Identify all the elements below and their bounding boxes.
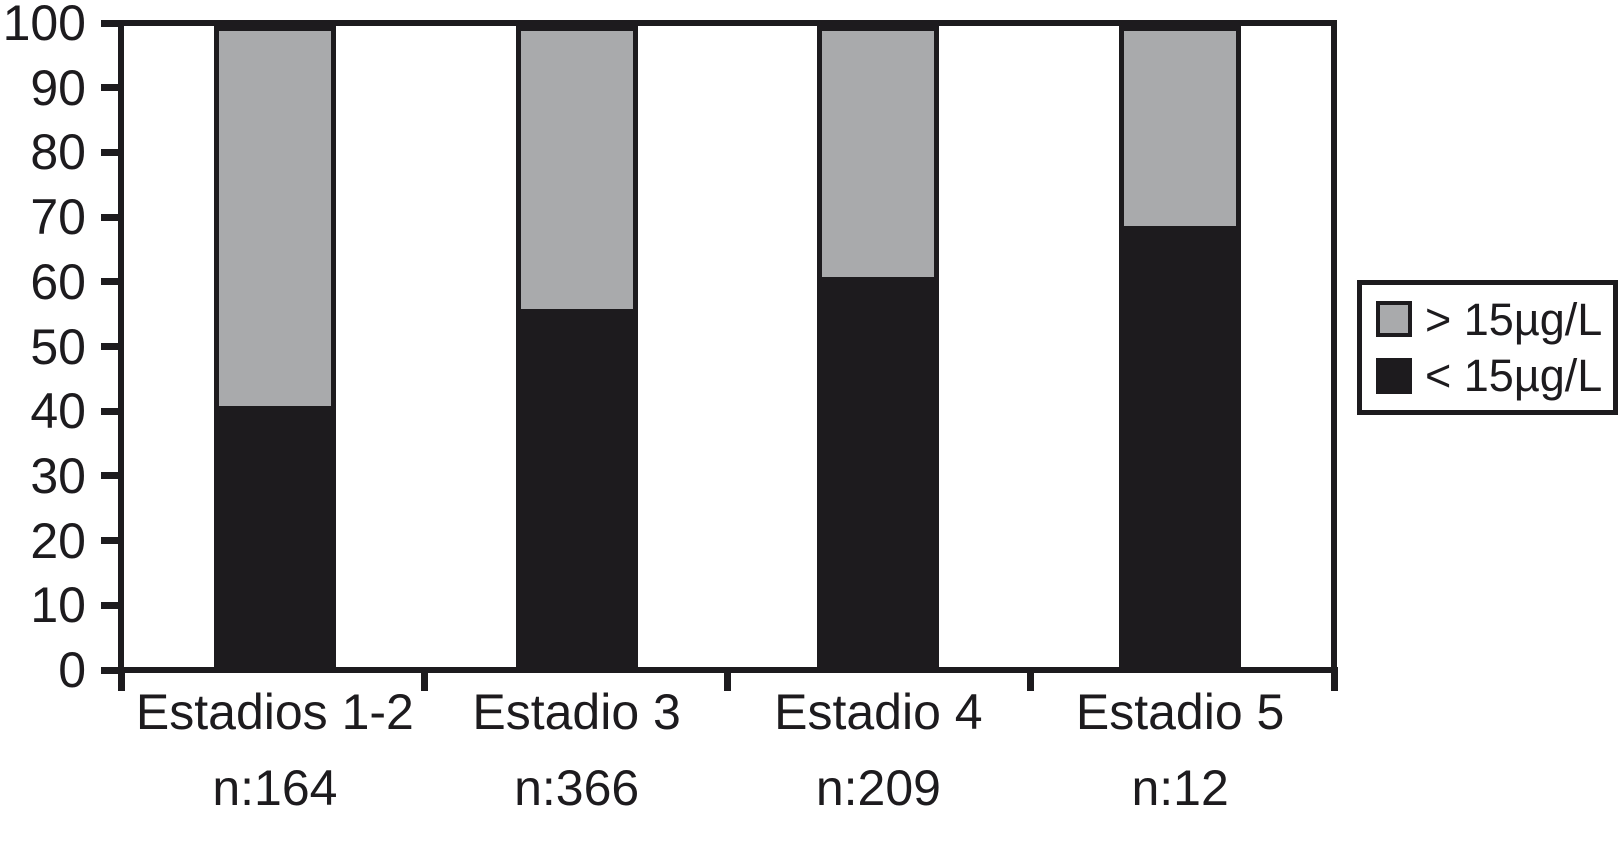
y-tick-mark	[101, 343, 118, 350]
y-tick-mark	[101, 472, 118, 480]
y-tick-mark	[101, 601, 118, 609]
x-tick-mark	[117, 667, 125, 691]
y-tick-label: 70	[30, 189, 86, 246]
n-label: n:164	[212, 760, 338, 816]
bar-segment-above-15	[1119, 26, 1242, 232]
y-tick-label: 80	[30, 124, 86, 181]
legend: > 15µg/L < 15µg/L	[1357, 280, 1618, 415]
legend-item: > 15µg/L	[1376, 297, 1613, 342]
category-label: Estadios 1-2	[135, 684, 414, 740]
x-tick-mark	[724, 667, 731, 691]
y-tick-mark	[101, 537, 118, 545]
n-label: n:366	[514, 760, 640, 816]
y-tick-label: 20	[30, 512, 86, 569]
y-tick-mark	[101, 666, 118, 674]
category-label: Estadio 3	[472, 684, 681, 740]
y-tick-mark	[101, 84, 118, 92]
y-tick-label: 10	[30, 577, 86, 634]
y-tick-label: 90	[30, 59, 86, 116]
y-tick-mark	[101, 407, 118, 415]
bar-segment-below-15	[515, 314, 638, 667]
bar-segment-above-15	[817, 26, 940, 283]
category-label: Estadio 4	[774, 684, 983, 740]
y-tick-label: 30	[30, 447, 86, 504]
legend-label: < 15µg/L	[1425, 350, 1603, 402]
y-tick-mark	[101, 278, 118, 286]
y-tick-label: 40	[30, 383, 86, 440]
n-label: n:209	[815, 760, 941, 816]
y-tick-label: 100	[2, 0, 86, 51]
y-tick-label: 0	[58, 642, 86, 698]
y-tick-mark	[101, 148, 118, 156]
bar-segment-below-15	[1119, 231, 1242, 667]
bar-segment-below-15	[213, 410, 336, 667]
x-tick-mark	[420, 667, 428, 691]
category-label: Estadio 5	[1075, 684, 1285, 740]
legend-label: > 15µg/L	[1425, 293, 1603, 345]
plot-area	[118, 20, 1337, 673]
legend-item: < 15µg/L	[1376, 353, 1613, 398]
x-tick-mark	[1027, 667, 1035, 691]
x-tick-mark	[1330, 667, 1338, 691]
n-label: n:12	[1131, 760, 1229, 816]
y-tick-mark	[101, 213, 118, 221]
bar-segment-above-15	[515, 26, 638, 315]
gray-square-icon	[1376, 301, 1412, 338]
y-tick-label: 60	[30, 253, 86, 310]
y-tick-label: 50	[30, 318, 86, 375]
bar-segment-below-15	[817, 282, 940, 667]
black-square-icon	[1376, 357, 1412, 394]
y-tick-mark	[101, 19, 118, 27]
bar-segment-above-15	[213, 26, 336, 411]
